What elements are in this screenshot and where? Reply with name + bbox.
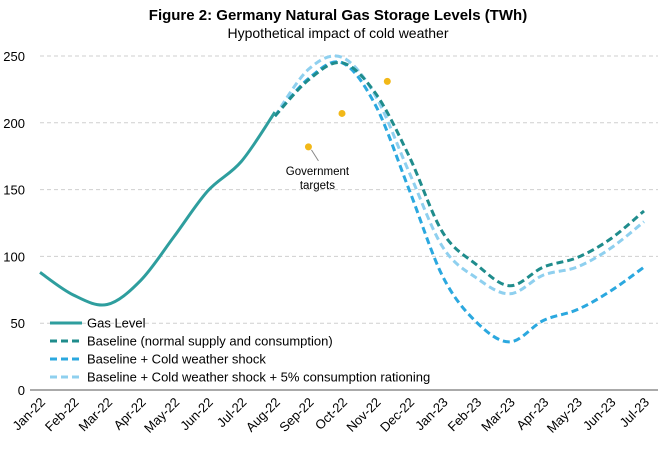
x-tick-label: Jan-22	[9, 395, 48, 434]
target-points	[304, 77, 391, 151]
x-tick-label: Oct-22	[312, 395, 350, 433]
legend-label: Baseline + Cold weather shock	[87, 352, 266, 367]
x-tick-label: Jul-23	[616, 395, 652, 431]
series-line-2	[273, 60, 645, 344]
annotation-leader	[311, 149, 319, 162]
x-tick-label: Mar-23	[478, 395, 518, 435]
x-tick-label: Jun-22	[177, 395, 216, 434]
chart-title: Figure 2: Germany Natural Gas Storage Le…	[149, 7, 527, 24]
series-lines	[39, 54, 645, 344]
annotation-text: Government	[286, 166, 350, 178]
y-tick-label: 100	[3, 249, 25, 264]
grid	[40, 55, 658, 324]
x-tick-label: Jan-23	[412, 395, 451, 434]
y-tick-label: 200	[3, 116, 25, 131]
x-tick-label: Mar-22	[76, 395, 116, 435]
series-line-0	[39, 111, 277, 307]
y-tick-label: 0	[18, 383, 25, 398]
y-tick-label: 250	[3, 49, 25, 64]
x-tick-label: Dec-22	[377, 395, 417, 435]
legend-label: Baseline + Cold weather shock + 5% consu…	[87, 370, 430, 385]
x-tick-label: Jun-23	[580, 395, 619, 434]
x-tick-label: May-23	[544, 395, 585, 436]
target-point	[338, 109, 346, 117]
y-tick-label: 150	[3, 183, 25, 198]
annotation: Government targets	[286, 149, 350, 192]
legend-label: Baseline (normal supply and consumption)	[87, 334, 333, 349]
annotation-text: targets	[300, 180, 335, 192]
x-tick-label: May-22	[141, 395, 182, 436]
target-point	[304, 143, 312, 151]
y-tick-label: 50	[11, 316, 25, 331]
target-point	[383, 77, 391, 85]
legend: Gas Level Baseline (normal supply and con…	[50, 316, 430, 385]
chart-subtitle: Hypothetical impact of cold weather	[228, 25, 449, 41]
x-tick-label: Nov-22	[343, 395, 383, 435]
x-tick-label: Feb-22	[42, 395, 82, 435]
legend-label: Gas Level	[87, 316, 146, 331]
x-tick-label: Feb-23	[445, 395, 485, 435]
x-tick-label: Sep-22	[276, 395, 316, 435]
x-tick-label: Aug-22	[243, 395, 283, 435]
